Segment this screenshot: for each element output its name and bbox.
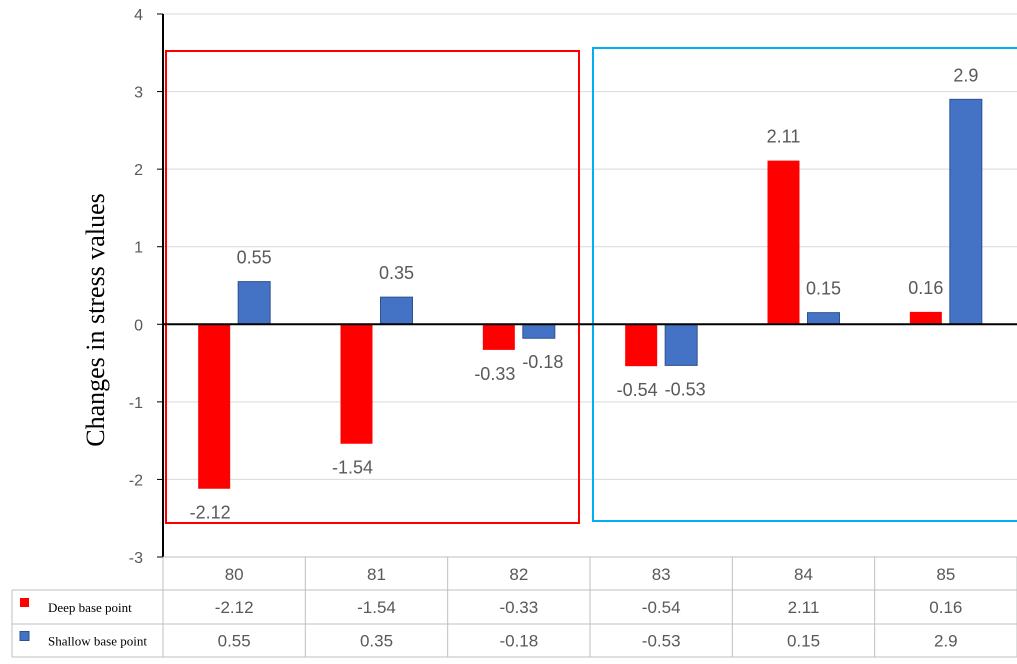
bars — [198, 98, 983, 489]
y-tick-label: -1 — [129, 395, 143, 412]
gridlines — [163, 13, 1017, 480]
bar-deep — [909, 311, 942, 325]
category-label: 81 — [367, 565, 386, 584]
y-tick-label: 2 — [134, 162, 143, 179]
table-cell: -0.33 — [499, 598, 538, 617]
category-label: 82 — [509, 565, 528, 584]
bar-deep — [625, 324, 658, 367]
data-label: 0.35 — [379, 263, 414, 283]
table-cell: 2.11 — [788, 598, 820, 617]
y-tick-labels: -3 -2 -1 0 1 2 3 4 — [129, 7, 143, 567]
legend-label: Shallow base point — [48, 634, 147, 649]
data-label: 2.11 — [767, 127, 801, 147]
table-cell: -0.53 — [642, 632, 681, 651]
y-tick-label: 1 — [134, 240, 143, 257]
bar-deep — [198, 324, 231, 489]
table-cell: 0.16 — [929, 598, 962, 617]
data-label: 0.15 — [806, 279, 841, 299]
table-cell: 0.15 — [787, 632, 820, 651]
bar-shallow — [237, 281, 271, 325]
data-label: -1.54 — [332, 458, 373, 478]
highlight-box — [592, 47, 1017, 522]
bar-deep — [482, 324, 515, 350]
data-label: -0.33 — [474, 364, 515, 384]
table-cell: -1.54 — [357, 598, 396, 617]
bar-shallow — [949, 98, 983, 325]
bar-shallow — [380, 296, 413, 325]
y-tick-label: 0 — [134, 317, 143, 334]
bar-deep — [767, 160, 800, 325]
legend-label: Deep base point — [48, 600, 132, 615]
data-label: -0.54 — [617, 380, 658, 400]
table-cell: -2.12 — [215, 598, 254, 617]
axes — [157, 13, 1017, 558]
table-cell: -0.18 — [499, 632, 538, 651]
data-label: -0.18 — [522, 352, 563, 372]
bar-shallow — [664, 323, 698, 366]
bar-shallow — [522, 323, 556, 339]
bar-shallow — [807, 312, 840, 325]
data-label: 0.55 — [237, 248, 272, 268]
highlight-boxes — [165, 47, 1017, 524]
category-label: 85 — [936, 565, 955, 584]
category-label: 84 — [794, 565, 813, 584]
data-labels: -2.12 -1.54 -0.33 -0.54 2.11 0.16 0.55 0.35 -0.1… — [190, 65, 979, 522]
y-tick-label: 3 — [134, 85, 143, 102]
category-label: 80 — [225, 565, 244, 584]
data-table: 80 81 82 83 84 85 Deep base point -2.12 -1.54 -0.… — [11, 556, 1017, 658]
table-cell: 0.55 — [218, 632, 251, 651]
data-label: 2.9 — [953, 65, 978, 85]
legend-key-shallow — [19, 631, 30, 641]
data-label: -2.12 — [190, 503, 231, 523]
y-tick-label: -3 — [129, 550, 143, 567]
data-label: 0.16 — [908, 278, 943, 298]
y-axis-label: Changes in stress values — [81, 193, 110, 446]
y-tick-label: 4 — [134, 7, 143, 24]
legend-key-deep — [20, 598, 29, 607]
y-tick-label: -2 — [129, 472, 143, 489]
table-cell: 0.35 — [360, 632, 393, 651]
table-cell: -0.54 — [642, 598, 681, 617]
category-label: 83 — [652, 565, 671, 584]
table-cell: 2.9 — [934, 632, 958, 651]
data-label: -0.53 — [665, 379, 706, 399]
highlight-box — [165, 50, 580, 524]
bar-deep — [340, 324, 373, 444]
